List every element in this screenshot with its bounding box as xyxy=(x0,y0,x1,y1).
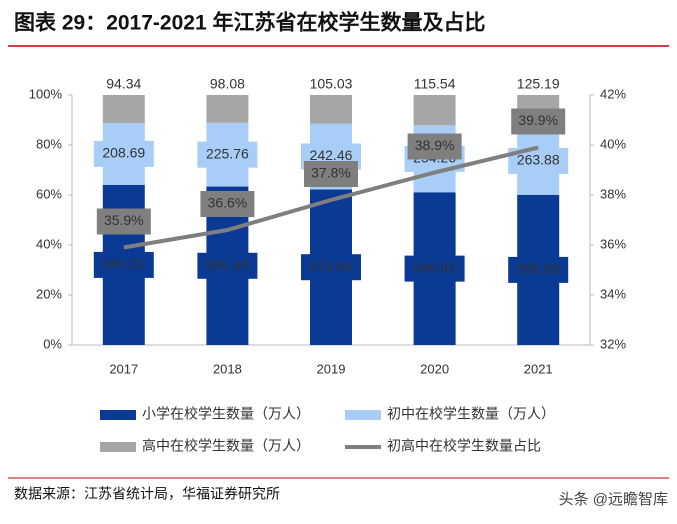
data-label: 125.19 xyxy=(517,76,560,92)
y-tick-label: 60% xyxy=(36,186,62,201)
y2-tick-label: 36% xyxy=(600,236,626,251)
x-tick-label: 2021 xyxy=(524,361,553,376)
y2-tick-label: 40% xyxy=(600,136,626,151)
line-label-bg xyxy=(511,108,566,135)
bar-segment xyxy=(102,95,145,123)
x-tick-label: 2019 xyxy=(317,361,346,376)
y-tick-label: 100% xyxy=(29,86,63,101)
legend-swatch xyxy=(100,442,136,452)
line-label: 36.6% xyxy=(208,195,248,211)
legend-label: 小学在校学生数量（万人） xyxy=(142,406,310,422)
chart-title: 图表 29：2017-2021 年江苏省在校学生数量及占比 xyxy=(14,11,485,35)
label-bg xyxy=(93,251,154,278)
line-label: 38.9% xyxy=(415,137,455,153)
line-label: 39.9% xyxy=(518,112,558,128)
y2-tick-label: 34% xyxy=(600,286,626,301)
legend-label: 初高中在校学生数量占比 xyxy=(387,438,541,454)
line-label: 35.9% xyxy=(104,212,144,228)
data-label: 242.46 xyxy=(310,147,353,163)
data-label: 540.21 xyxy=(102,256,145,272)
label-bg xyxy=(301,254,361,281)
y-tick-label: 80% xyxy=(36,136,62,151)
label-bg xyxy=(197,252,258,279)
bar-segment xyxy=(413,95,456,126)
legend-label: 初中在校学生数量（万人） xyxy=(387,406,555,422)
y-tick-label: 20% xyxy=(36,286,62,301)
x-tick-label: 2018 xyxy=(213,361,242,376)
line xyxy=(123,145,539,250)
y2-tick-label: 42% xyxy=(600,86,626,101)
label-bg xyxy=(404,255,465,282)
line-label-bg xyxy=(200,191,255,217)
data-label: 208.69 xyxy=(102,145,145,161)
bar-segment xyxy=(310,95,352,124)
y2-tick-label: 32% xyxy=(600,336,626,351)
data-label: 115.54 xyxy=(414,76,456,92)
x-tick-label: 2017 xyxy=(109,361,138,376)
source: 数据来源：江苏省统计局，华福证券研究所 xyxy=(14,486,280,502)
y-tick-label: 40% xyxy=(36,236,62,251)
line-label-bg xyxy=(96,208,151,235)
label-bg xyxy=(508,256,569,283)
data-label: 560.44 xyxy=(206,256,249,272)
watermark: 头条 @远瞻智库 xyxy=(559,490,668,508)
y2-tick-label: 38% xyxy=(600,186,626,201)
data-label: 580.82 xyxy=(413,259,456,275)
data-label: 94.34 xyxy=(106,76,141,92)
x-tick-label: 2020 xyxy=(420,361,449,376)
data-label: 263.88 xyxy=(517,152,560,168)
bar-segment xyxy=(206,95,249,123)
line-label: 37.8% xyxy=(311,165,351,181)
data-label: 105.03 xyxy=(310,76,353,92)
data-label: 572.64 xyxy=(310,258,353,274)
line-label-bg xyxy=(304,161,358,187)
legend-swatch xyxy=(345,410,381,420)
label-bg xyxy=(93,140,154,167)
legend-label: 高中在校学生数量（万人） xyxy=(142,438,310,454)
data-label: 585.68 xyxy=(517,261,560,277)
label-bg xyxy=(197,141,258,168)
data-label: 98.08 xyxy=(210,76,245,92)
data-label: 225.76 xyxy=(206,145,249,161)
y-tick-label: 0% xyxy=(43,336,62,351)
legend-swatch xyxy=(100,410,136,420)
line-label-bg xyxy=(407,133,462,160)
